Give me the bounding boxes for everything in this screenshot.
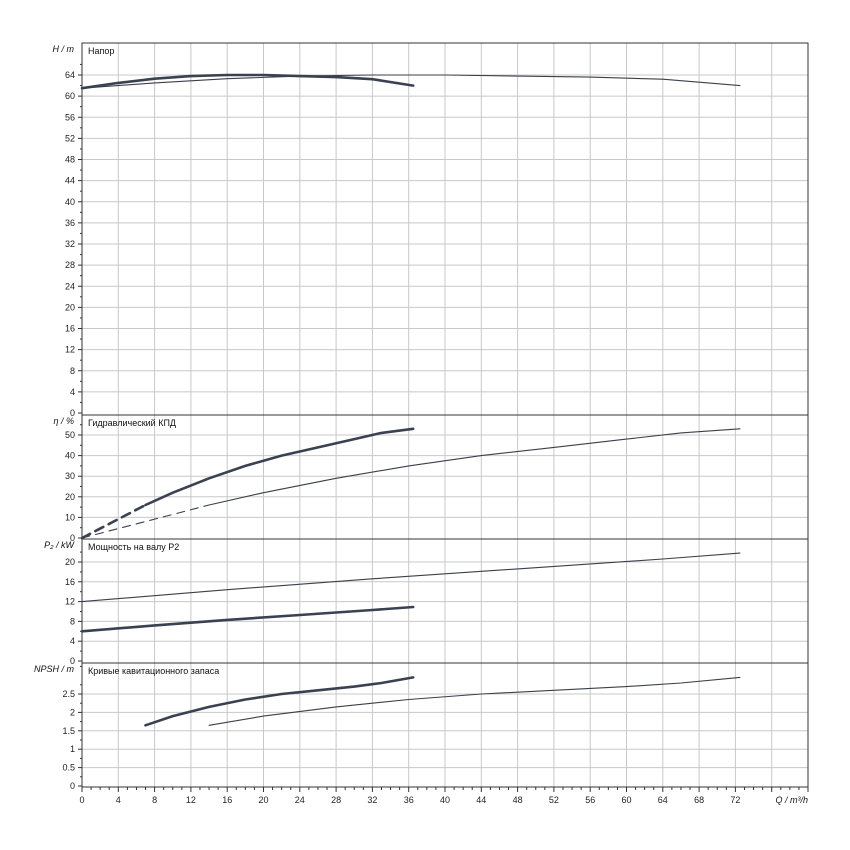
curve-thin (208, 428, 741, 506)
panel-title: Кривые кавитационного запаса (88, 666, 219, 676)
y-tick-label: 60 (65, 91, 75, 101)
y-tick-label: 12 (65, 597, 75, 607)
x-tick-label: 40 (440, 795, 450, 805)
grid (78, 42, 809, 792)
y-tick-label: 2 (70, 707, 75, 717)
y-axis-label: η / % (53, 416, 74, 426)
x-tick-label: 48 (513, 795, 523, 805)
panel-title: Гидравлический КПД (88, 418, 176, 428)
y-tick-label: 40 (65, 197, 75, 207)
x-tick-label: 16 (222, 795, 232, 805)
y-axis-label: H / m (53, 44, 75, 54)
x-tick-label: 20 (258, 795, 268, 805)
y-tick-label: 0 (70, 408, 75, 418)
curves (80, 73, 741, 727)
y-tick-label: 48 (65, 155, 75, 165)
y-tick-label: 32 (65, 239, 75, 249)
y-tick-label: 56 (65, 112, 75, 122)
x-tick-label: 60 (621, 795, 631, 805)
curve-thin (81, 552, 741, 603)
y-tick-label: 44 (65, 176, 75, 186)
y-tick-label: 0 (70, 533, 75, 543)
y-tick-label: 10 (65, 512, 75, 522)
y-tick-label: 40 (65, 451, 75, 461)
x-tick-label: 36 (404, 795, 414, 805)
curve-thick-dashed (80, 503, 147, 540)
x-tick-label: 0 (79, 795, 84, 805)
y-tick-label: 8 (70, 616, 75, 626)
curve-thin (208, 676, 741, 726)
y-tick-label: 20 (65, 302, 75, 312)
y-tick-label: 0.5 (62, 763, 75, 773)
y-tick-label: 30 (65, 471, 75, 481)
x-tick-label: 8 (152, 795, 157, 805)
x-tick-label: 24 (295, 795, 305, 805)
y-tick-label: 20 (65, 492, 75, 502)
y-tick-label: 16 (65, 577, 75, 587)
y-tick-label: 1 (70, 744, 75, 754)
curve-thick (80, 73, 415, 90)
panel-title: Напор (88, 46, 114, 56)
y-tick-label: 50 (65, 430, 75, 440)
x-tick-label: 12 (186, 795, 196, 805)
curve-thin-dashed (81, 504, 210, 539)
y-axis-label: NPSH / m (34, 664, 75, 674)
x-axis-label: Q / m³/h (775, 795, 808, 805)
y-tick-label: 0 (70, 781, 75, 791)
x-tick-label: 52 (549, 795, 559, 805)
curve-thick (144, 427, 415, 507)
y-tick-label: 52 (65, 133, 75, 143)
y-tick-label: 28 (65, 260, 75, 270)
y-tick-label: 16 (65, 324, 75, 334)
y-tick-label: 20 (65, 557, 75, 567)
y-tick-label: 1.5 (62, 726, 75, 736)
curve-thick (144, 676, 415, 727)
curve-thick (80, 605, 415, 633)
y-axis-label: P₂ / kW (44, 540, 75, 550)
y-tick-label: 36 (65, 218, 75, 228)
x-tick-label: 4 (116, 795, 121, 805)
y-tick-label: 24 (65, 281, 75, 291)
x-tick-label: 44 (476, 795, 486, 805)
y-tick-label: 0 (70, 656, 75, 666)
x-tick-label: 56 (585, 795, 595, 805)
y-tick-label: 64 (65, 70, 75, 80)
y-tick-label: 4 (70, 636, 75, 646)
y-tick-label: 2.5 (62, 689, 75, 699)
x-tick-label: 28 (331, 795, 341, 805)
y-tick-label: 12 (65, 345, 75, 355)
x-tick-label: 72 (730, 795, 740, 805)
x-tick-label: 32 (367, 795, 377, 805)
x-tick-label: 64 (658, 795, 668, 805)
panel-title: Мощность на валу P2 (88, 542, 179, 552)
y-tick-label: 4 (70, 387, 75, 397)
curve-thin (81, 74, 741, 89)
y-tick-label: 8 (70, 366, 75, 376)
x-tick-label: 68 (694, 795, 704, 805)
